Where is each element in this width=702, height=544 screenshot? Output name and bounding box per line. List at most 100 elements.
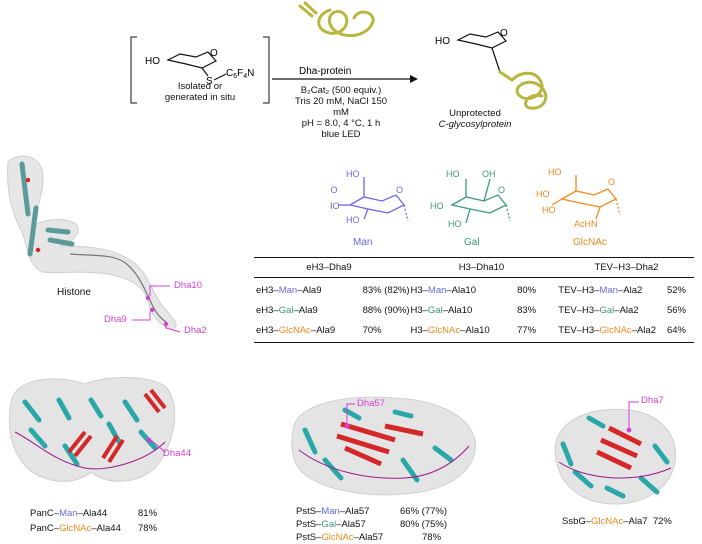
table-row: PstS–GlcNAc–Ala57 78% bbox=[296, 531, 447, 544]
histone-red-marker bbox=[35, 247, 41, 253]
table-cell-yield: 88% (90%) bbox=[362, 304, 410, 316]
dha57-pointer bbox=[346, 403, 355, 424]
right-bracket bbox=[263, 36, 270, 104]
panc-product: PanC–Man–Ala44 bbox=[30, 508, 108, 519]
condition-3: pH = 8.0, 4 °C, 1 h bbox=[301, 118, 381, 129]
man-ho-left: HO bbox=[330, 185, 338, 195]
histone-label: Histone bbox=[57, 287, 91, 298]
table-cell-product: TEV–H3–Gal–Ala2 bbox=[558, 304, 639, 316]
product-line2: C-glycosylprotein bbox=[438, 119, 512, 130]
psts-structure bbox=[291, 396, 476, 496]
table-row: PanC–Man–Ala44 81% bbox=[30, 506, 157, 521]
dha-protein-cartoon bbox=[298, 1, 375, 38]
table-header-h3: H3–Dha10 bbox=[458, 262, 505, 273]
reaction-arrowhead bbox=[410, 75, 418, 83]
table-cell-product: H3–GlcNAc–Ala10 bbox=[410, 324, 490, 336]
dha2-label: Dha2 bbox=[184, 325, 207, 336]
panc-product: PanC–GlcNAc–Ala44 bbox=[30, 523, 121, 534]
table-cell-product: H3–Gal–Ala10 bbox=[410, 304, 473, 316]
table-cell-yield: 83% bbox=[517, 304, 537, 316]
histone-tail bbox=[69, 253, 167, 323]
condition-4: blue LED bbox=[321, 129, 361, 140]
condition-2: Tris 20 mM, NaCl 150 mM bbox=[294, 96, 388, 118]
product-line1: Unprotected bbox=[449, 108, 501, 119]
dha7-label: Dha7 bbox=[641, 395, 664, 406]
table-header-tev: TEV–H3–Dha2 bbox=[594, 262, 659, 273]
table-row: eH3–Gal–Ala9 88% (90%) H3–Gal–Ala10 83% … bbox=[254, 300, 694, 320]
glcnac-structure bbox=[551, 175, 621, 220]
glcnac-label: GlcNAc bbox=[573, 237, 607, 248]
table-cell-yield: 77% bbox=[517, 324, 537, 336]
gal-ho-top: HO bbox=[446, 169, 460, 179]
yield-table-container: eH3–Dha9 H3–Dha10 TEV–H3–Dha2 eH3–Man–Al… bbox=[254, 257, 694, 343]
s-atom: S bbox=[206, 76, 213, 87]
yield-table: eH3–Man–Ala9 83% (82%) H3–Man–Ala10 80% … bbox=[254, 280, 694, 340]
gal-label: Gal bbox=[464, 237, 480, 248]
product-sugar-oxygen: O bbox=[500, 28, 508, 39]
table-header-eh3: eH3–Dha9 bbox=[306, 262, 352, 273]
man-structure bbox=[338, 177, 409, 222]
product-sugar-ho: HO bbox=[435, 36, 450, 47]
starting-sugar-oxygen: O bbox=[210, 48, 218, 59]
man-oh-top: HO bbox=[346, 169, 360, 179]
sugar-structures: HO HO HO HO O HO OH HO HO O HO HO HO AcH… bbox=[330, 167, 621, 229]
table-cell-yield: 64% bbox=[666, 324, 686, 336]
table-cell-yield: 56% bbox=[666, 304, 686, 316]
glcnac-ho-mid: HO bbox=[542, 205, 556, 215]
s-bond bbox=[213, 73, 227, 81]
psts-product: PstS–Gal–Ala57 bbox=[296, 519, 366, 530]
gal-oh-top: OH bbox=[482, 169, 496, 179]
dha2-marker bbox=[163, 321, 169, 327]
table-row: PstS–Man–Ala57 66% (77%) bbox=[296, 505, 447, 518]
substituent-label: C6F4N bbox=[226, 68, 254, 80]
glcnac-ring-oxygen: O bbox=[608, 177, 615, 187]
table-cell-product: TEV–H3–GlcNAc–Ala2 bbox=[558, 324, 656, 336]
histone-red-marker bbox=[25, 177, 31, 183]
table-cell-product: H3–Man–Ala10 bbox=[410, 284, 476, 296]
psts-yield: 80% (75%) bbox=[400, 519, 447, 530]
table-cell-yield: 83% (82%) bbox=[362, 284, 410, 296]
table-cell-yield: 52% bbox=[666, 284, 686, 296]
table-cell-product: eH3–Man–Ala9 bbox=[256, 284, 322, 296]
product-caption: Unprotected C-glycosylprotein bbox=[420, 108, 530, 130]
dha57-marker bbox=[344, 423, 350, 429]
starting-sugar-ring bbox=[166, 51, 217, 77]
table-top-rule bbox=[254, 257, 694, 258]
bracket-caption-line2: generated in situ bbox=[164, 92, 236, 103]
product-protein-cartoon bbox=[498, 70, 548, 110]
table-row: PstS–Gal–Ala57 80% (75%) bbox=[296, 518, 447, 531]
ssbg-yield: SsbG–GlcNAc–Ala7 72% bbox=[562, 516, 672, 527]
bracket-caption: Isolated or generated in situ bbox=[160, 81, 240, 103]
table-row: eH3–GlcNAc–Ala9 70% H3–GlcNAc–Ala10 77% … bbox=[254, 320, 694, 340]
panc-yield: 81% bbox=[138, 508, 158, 519]
gal-ho-left: HO bbox=[430, 201, 444, 211]
dha10-marker bbox=[145, 295, 151, 301]
man-ho-mid: HO bbox=[330, 201, 340, 211]
histone-structure bbox=[7, 155, 181, 333]
condition-1: B₂Cat₂ (500 equiv.) bbox=[300, 85, 382, 96]
psts-yields: PstS–Man–Ala57 66% (77%) PstS–Gal–Ala57 … bbox=[296, 505, 447, 544]
dha57-label: Dha57 bbox=[357, 398, 385, 409]
man-ho-bottom: HO bbox=[346, 215, 360, 225]
dha7-marker bbox=[626, 427, 632, 433]
panc-yields: PanC–Man–Ala44 81% PanC–GlcNAc–Ala44 78% bbox=[30, 506, 157, 536]
dha44-marker bbox=[146, 437, 152, 443]
gal-ring-oxygen: O bbox=[498, 185, 505, 195]
starting-sugar-ho: HO bbox=[145, 56, 160, 67]
dha10-label: Dha10 bbox=[174, 280, 202, 291]
dha44-pointer bbox=[150, 439, 166, 453]
ssbg-structure bbox=[554, 401, 677, 505]
gal-ho-bottom: HO bbox=[448, 219, 462, 229]
table-header-rule bbox=[254, 277, 694, 278]
psts-product: PstS–GlcNAc–Ala57 bbox=[296, 532, 384, 543]
man-label: Man bbox=[353, 237, 373, 248]
psts-product: PstS–Man–Ala57 bbox=[296, 506, 370, 517]
histone-helices bbox=[19, 161, 75, 257]
table-bottom-rule bbox=[254, 342, 694, 343]
table-header-row: eH3–Dha9 H3–Dha10 TEV–H3–Dha2 bbox=[254, 258, 694, 277]
gal-structure bbox=[450, 178, 511, 224]
panc-yield: 78% bbox=[138, 523, 158, 534]
panc-structure bbox=[8, 377, 176, 482]
dha7-pointer bbox=[628, 401, 639, 428]
reagent-label: Dha-protein bbox=[299, 66, 351, 77]
